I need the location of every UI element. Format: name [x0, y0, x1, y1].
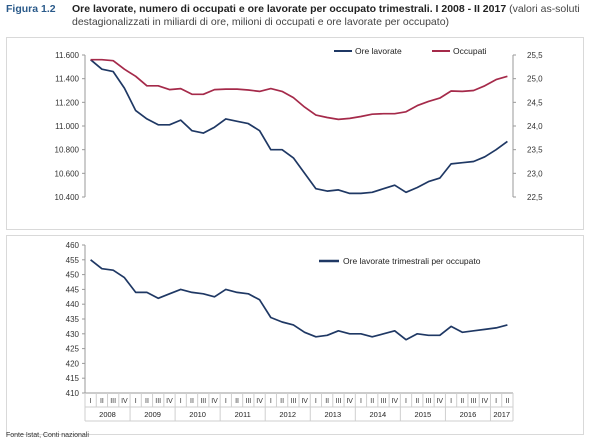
x-quarter-label: II [145, 398, 149, 405]
legend-ore-per-occupato-label: Ore lavorate trimestrali per occupato [343, 256, 481, 266]
x-quarter-label: IV [482, 398, 489, 405]
x-quarter-label: III [290, 398, 296, 405]
series-line-ore-lavorate [90, 59, 508, 195]
y-tick-label: 430 [66, 330, 80, 339]
x-quarter-label: I [225, 398, 227, 405]
y-left-tick-label: 10.600 [55, 169, 80, 178]
x-quarter-label: I [90, 398, 92, 405]
x-quarter-label: III [381, 398, 387, 405]
y-tick-label: 410 [66, 389, 80, 398]
series-line-occupati [90, 58, 508, 121]
y-right-tick-label: 25,0 [527, 75, 543, 84]
y-left-tick-label: 11.000 [55, 122, 79, 131]
y-right-tick-label: 24,0 [527, 122, 543, 131]
x-quarter-label: III [155, 398, 161, 405]
x-quarter-label: II [415, 398, 419, 405]
x-quarter-label: IV [436, 398, 443, 405]
x-quarter-label: III [471, 398, 477, 405]
x-quarter-label: IV [166, 398, 173, 405]
x-quarter-label: I [495, 398, 497, 405]
chart-hours-per-worker: 460 455 450 445 440 435 430 425 420 415 410 Ore lav… [66, 241, 514, 422]
x-year-label: 2008 [99, 410, 116, 419]
y-left-tick-label: 10.800 [55, 146, 80, 155]
x-quarter-label: III [426, 398, 432, 405]
x-year-label: 2011 [235, 410, 251, 419]
x-quarter-label: IV [346, 398, 353, 405]
figure-subtitle: (valori as-soluti destagionalizzati in m… [72, 3, 580, 28]
x-quarter-label: III [110, 398, 116, 405]
y-tick-label: 450 [66, 271, 80, 280]
x-quarter-label: I [360, 398, 362, 405]
x-quarter-label: I [450, 398, 452, 405]
x-quarter-label: II [100, 398, 104, 405]
x-quarter-label: III [245, 398, 251, 405]
x-quarter-label: I [180, 398, 182, 405]
y-tick-label: 455 [66, 256, 80, 265]
chart-panel-bottom: 460 455 450 445 440 435 430 425 420 415 410 Ore lav… [6, 235, 584, 435]
x-quarter-label: IV [211, 398, 218, 405]
y-tick-label: 435 [66, 315, 80, 324]
x-quarter-label: IV [301, 398, 308, 405]
y-right-tick-label: 24,5 [527, 98, 543, 107]
y-left-tick-label: 11.200 [55, 98, 79, 107]
y-right-tick-label: 22,5 [527, 193, 543, 202]
x-quarter-label: IV [121, 398, 128, 405]
y-left-tick-label: 11.400 [55, 75, 79, 84]
x-quarter-label: II [190, 398, 194, 405]
y-tick-label: 425 [66, 345, 80, 354]
chart-panel-top: 10.400 10.600 10.800 11.000 11.200 11.400 11.6… [6, 37, 584, 230]
x-year-label: 2009 [144, 410, 161, 419]
y-right-tick-label: 23,0 [527, 169, 543, 178]
x-quarter-label: III [200, 398, 206, 405]
x-quarter-label: II [235, 398, 239, 405]
figure-title: Ore lavorate, numero di occupati e ore l… [72, 3, 507, 15]
x-quarter-label: II [505, 398, 509, 405]
legend-occupati-label: Occupati [453, 46, 487, 56]
series-line-ore-per-occupato [90, 259, 508, 341]
x-quarter-label: I [405, 398, 407, 405]
source-note: Fonte Istat, Conti nazionali [6, 432, 89, 439]
x-year-label: 2017 [493, 410, 510, 419]
x-quarter-label: I [135, 398, 137, 405]
x-year-label: 2013 [324, 410, 341, 419]
x-quarter-label: III [335, 398, 341, 405]
x-quarter-label: IV [256, 398, 263, 405]
legend-ore-lavorate-label: Ore lavorate [355, 46, 402, 56]
y-right-tick-label: 25,5 [527, 51, 543, 60]
x-quarter-label: I [270, 398, 272, 405]
figure-title-block: Ore lavorate, numero di occupati e ore l… [72, 3, 584, 29]
x-quarter-label: II [460, 398, 464, 405]
x-year-label: 2012 [279, 410, 296, 419]
x-quarter-label: I [315, 398, 317, 405]
x-quarter-label: IV [391, 398, 398, 405]
y-tick-label: 445 [66, 285, 80, 294]
x-year-label: 2016 [460, 410, 477, 419]
x-year-label: 2015 [415, 410, 432, 419]
y-right-tick-label: 23,5 [527, 146, 543, 155]
x-year-label: 2014 [369, 410, 386, 419]
y-tick-label: 415 [66, 374, 80, 383]
chart-hours-employment: 10.400 10.600 10.800 11.000 11.200 11.400 11.6… [55, 46, 544, 202]
y-tick-label: 420 [66, 359, 80, 368]
x-year-label: 2010 [189, 410, 206, 419]
figure-number: Figura 1.2 [6, 3, 56, 15]
y-tick-label: 440 [66, 300, 80, 309]
y-tick-label: 460 [66, 241, 80, 250]
y-left-tick-label: 10.400 [55, 193, 80, 202]
y-left-tick-label: 11.600 [55, 51, 79, 60]
x-quarter-label: II [370, 398, 374, 405]
x-quarter-label: II [325, 398, 329, 405]
x-quarter-label: II [280, 398, 284, 405]
